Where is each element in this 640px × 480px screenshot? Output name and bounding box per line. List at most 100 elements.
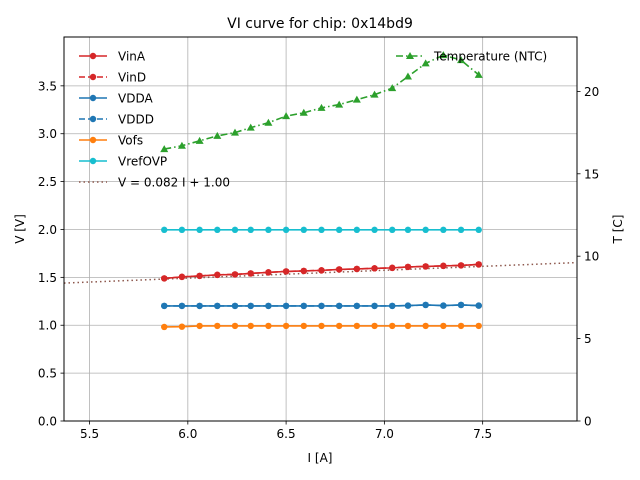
data-point (440, 302, 447, 309)
data-point (371, 322, 378, 330)
data-point (371, 302, 378, 310)
y2-axis-label: T [C] (611, 215, 625, 245)
data-point (196, 302, 203, 310)
x-tick-label: 7.0 (375, 427, 394, 441)
data-point (161, 323, 168, 331)
data-point (231, 322, 239, 330)
data-point (353, 322, 361, 330)
data-point (282, 268, 290, 275)
data-point (247, 226, 254, 234)
y2-tick-label: 20 (584, 85, 599, 99)
data-point (457, 301, 465, 309)
y-tick-label: 2.0 (38, 223, 57, 237)
data-point (196, 272, 203, 280)
data-point (439, 51, 448, 59)
data-point (160, 145, 169, 153)
data-point (475, 261, 482, 268)
data-point (214, 226, 221, 234)
legend-item: Temperature (NTC) (396, 50, 547, 64)
data-point (300, 322, 307, 330)
data-point (282, 112, 291, 120)
data-point (161, 302, 168, 310)
data-point (214, 302, 221, 310)
data-point (403, 72, 412, 80)
legend-marker (89, 52, 97, 60)
data-point (389, 226, 396, 234)
data-point (178, 226, 186, 234)
legend-marker (89, 136, 97, 144)
x-axis: 5.5 6.0 6.5 7.0 7.5 (80, 421, 492, 441)
data-point (161, 226, 168, 234)
legend-label: Vofs (118, 134, 143, 148)
data-point (457, 56, 466, 64)
data-point (389, 322, 396, 330)
data-point (457, 322, 465, 330)
data-point (317, 103, 326, 111)
data-point (475, 302, 482, 309)
x-tick-label: 6.5 (277, 427, 296, 441)
data-point (300, 267, 307, 275)
series-temperature-ntc- (160, 51, 483, 153)
y-tick-label: 0.5 (38, 367, 57, 381)
data-point (231, 271, 239, 278)
data-point (177, 141, 186, 149)
data-point (178, 302, 186, 310)
y-tick-label: 3.0 (38, 127, 57, 141)
data-point (422, 263, 429, 270)
data-point (231, 226, 239, 234)
legend-label: V = 0.082 I + 1.00 (118, 176, 230, 190)
legend-marker (406, 52, 414, 59)
legend-label: VinD (118, 71, 146, 85)
data-point (474, 70, 483, 78)
data-point (213, 131, 222, 139)
chart-title: VI curve for chip: 0x14bd9 (227, 16, 413, 32)
data-point (335, 302, 343, 310)
legend-item: V = 0.082 I + 1.00 (79, 176, 230, 190)
data-point (178, 323, 186, 330)
legend-label: Temperature (NTC) (433, 50, 547, 64)
data-point (161, 275, 168, 282)
data-point (457, 226, 465, 234)
plot-frame (63, 36, 578, 422)
data-point (264, 118, 273, 126)
data-point (352, 95, 361, 103)
data-point (265, 322, 272, 330)
y-tick-label: 1.0 (38, 319, 57, 333)
data-point (335, 266, 343, 273)
data-point (457, 262, 465, 269)
data-point (422, 226, 429, 234)
data-point (389, 302, 396, 310)
x-tick-label: 6.0 (178, 427, 197, 441)
data-point (353, 226, 361, 234)
x-tick-label: 5.5 (80, 427, 99, 441)
data-point (475, 226, 482, 234)
y2-tick-label: 15 (584, 167, 599, 181)
legend-item: VDDA (79, 92, 153, 106)
legend-left: VinA VinD VDDA VDDD Vofs VrefOVP V = 0.082 I +… (79, 50, 230, 190)
data-point (299, 108, 308, 116)
y-axis-right: 0 5 10 15 20 (577, 85, 599, 429)
data-point (282, 226, 290, 234)
data-point (318, 267, 325, 274)
data-point (388, 84, 397, 92)
data-point (318, 302, 325, 310)
data-point (195, 136, 204, 144)
data-point (214, 271, 221, 279)
series-vddd (161, 301, 482, 310)
data-point (440, 262, 447, 270)
data-point (282, 302, 290, 310)
data-point (440, 322, 447, 330)
legend-item: VrefOVP (79, 155, 167, 169)
data-point (247, 302, 254, 310)
data-point (422, 322, 429, 330)
data-point (404, 302, 412, 309)
data-point (404, 322, 412, 330)
data-point (440, 226, 447, 234)
series-vrefovp (161, 226, 482, 234)
data-point (247, 270, 254, 277)
data-point (318, 322, 325, 330)
legend-marker (89, 157, 97, 165)
data-point (196, 226, 203, 234)
data-point (335, 100, 344, 108)
legend-label: VrefOVP (118, 155, 167, 169)
